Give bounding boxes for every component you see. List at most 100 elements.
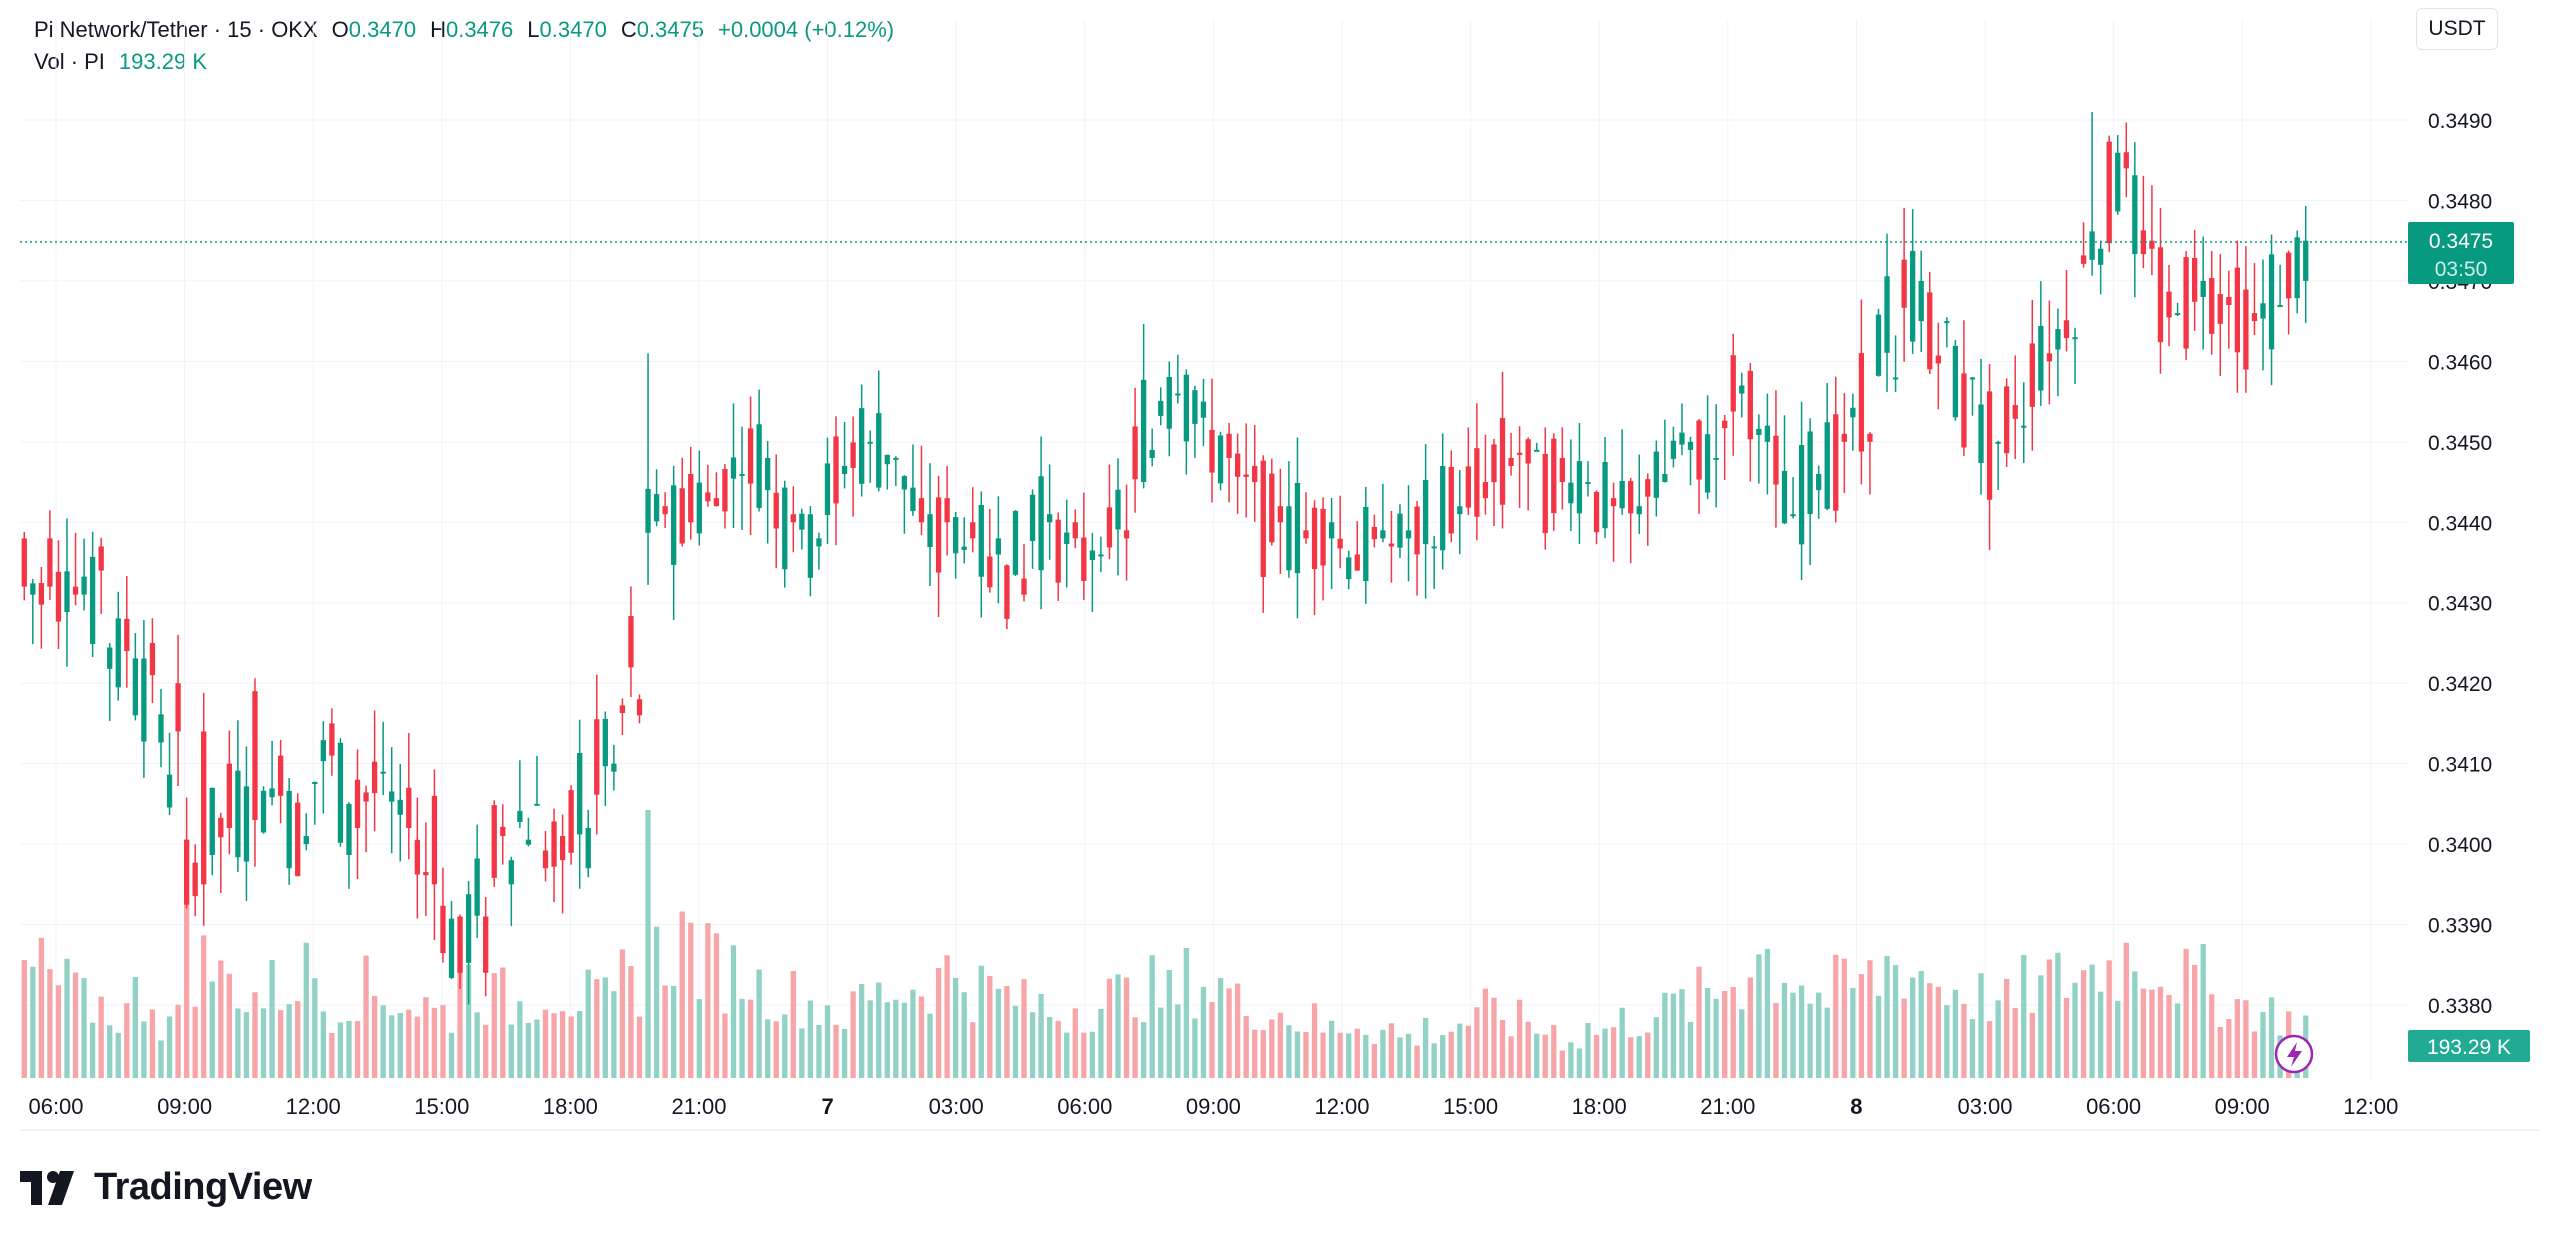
volume-bar <box>1243 1015 1249 1078</box>
candle-body <box>1448 466 1454 534</box>
lightning-icon[interactable] <box>2274 1034 2314 1074</box>
candle-body <box>1440 466 1446 551</box>
volume-bar <box>1679 989 1685 1078</box>
candle-body <box>440 905 446 954</box>
candle-body <box>568 790 574 853</box>
candle-body <box>1927 292 1933 370</box>
volume-bar <box>1901 998 1907 1078</box>
volume-bar <box>2140 988 2147 1078</box>
candle-body <box>2166 291 2172 318</box>
volume-bar <box>1662 992 1668 1078</box>
volume-bar <box>423 997 429 1078</box>
volume-bar <box>1192 1018 1198 1078</box>
volume-bar <box>1064 1032 1070 1078</box>
legend-open-label: O <box>331 17 349 42</box>
candle-body <box>525 839 532 845</box>
time-tick-label: 09:00 <box>157 1094 212 1119</box>
volume-bar <box>559 1011 566 1078</box>
candle-body <box>1508 457 1514 466</box>
price-chart[interactable]: 0.3490 0.3480 0.3470 0.3460 0.3450 0.3440 0.34… <box>0 0 2560 1150</box>
volume-bar <box>611 991 617 1078</box>
candle-body <box>81 576 87 595</box>
candle-body <box>30 583 36 595</box>
candle-body <box>1910 250 1916 342</box>
candle-body <box>1414 506 1420 555</box>
volume-bar <box>1969 1019 1976 1078</box>
volume-bar <box>1807 1003 1813 1078</box>
volume-bar <box>1337 1032 1343 1078</box>
volume-bar <box>1431 1043 1437 1078</box>
candle-body <box>517 810 523 823</box>
candle-body <box>2089 231 2095 260</box>
candle-body <box>602 718 608 767</box>
candle-body <box>688 474 694 523</box>
candle-body <box>1542 453 1548 534</box>
candle-body <box>1816 474 1822 491</box>
candle-body <box>619 705 626 714</box>
candle-body <box>1166 376 1172 429</box>
candle-body <box>1499 418 1506 505</box>
volume-bar <box>2157 986 2164 1078</box>
candle-body <box>1089 550 1096 561</box>
volume-bar <box>2251 1031 2258 1078</box>
volume-bar <box>525 1022 532 1078</box>
currency-button[interactable]: USDT <box>2416 8 2498 50</box>
volume-bar <box>354 1021 361 1078</box>
volume-bar <box>824 1005 831 1078</box>
candle-body <box>790 514 796 523</box>
volume-bar <box>1354 1028 1360 1078</box>
candle-body <box>1824 422 1830 509</box>
volume-bar <box>1303 1031 1309 1078</box>
candle-body <box>1884 276 1890 353</box>
volume-bar <box>2149 989 2155 1078</box>
volume-bar <box>260 1008 267 1078</box>
volume-bar <box>1884 955 1890 1078</box>
volume-bar <box>2038 975 2044 1078</box>
volume-bar <box>1175 1004 1181 1078</box>
volume-bar <box>679 911 685 1078</box>
volume-bar <box>431 1007 438 1078</box>
tradingview-logo-icon <box>20 1170 74 1205</box>
candle-body <box>286 790 292 869</box>
volume-bar <box>876 982 882 1078</box>
volume-bar <box>782 1014 788 1078</box>
candle-body <box>1986 391 1993 500</box>
volume-bar <box>747 999 754 1078</box>
volume-bar <box>81 978 87 1078</box>
volume-bar <box>414 1016 420 1078</box>
volume-bar <box>2080 970 2087 1078</box>
tradingview-logo[interactable]: TradingView <box>20 1166 312 1209</box>
volume-bar <box>1534 1033 1540 1078</box>
volume-bar <box>2046 959 2053 1078</box>
volume-bar <box>1081 1032 1087 1078</box>
candle-body <box>371 761 378 794</box>
volume-bar <box>1328 1020 1335 1078</box>
volume-bar <box>602 977 608 1078</box>
time-tick-label: 21:00 <box>1700 1094 1755 1119</box>
candle-body <box>1944 321 1950 324</box>
volume-bar <box>1491 997 1497 1078</box>
candle-body <box>1875 314 1882 376</box>
volume-bar <box>1183 947 1190 1078</box>
volume-bar <box>2123 942 2129 1078</box>
volume-bar <box>406 1009 412 1078</box>
candle-body <box>534 803 540 806</box>
candle-body <box>166 774 173 808</box>
volume-bar <box>1551 1025 1557 1078</box>
candle-body <box>406 787 412 828</box>
volume-bar <box>1892 965 1899 1078</box>
candle-body <box>2277 305 2283 308</box>
candle-body <box>611 763 617 772</box>
candle-body <box>21 538 27 587</box>
candle-body <box>910 487 916 512</box>
volume-bar <box>166 1016 173 1078</box>
candle-body <box>329 723 335 756</box>
candle-body <box>269 788 275 798</box>
volume-bar <box>1781 982 1788 1078</box>
candle-body <box>38 583 45 605</box>
volume-bar <box>1841 958 1847 1078</box>
candle-body <box>508 860 514 885</box>
candle-body <box>2226 297 2232 306</box>
candle-body <box>1269 473 1275 543</box>
legend-low-label: L <box>527 17 540 42</box>
